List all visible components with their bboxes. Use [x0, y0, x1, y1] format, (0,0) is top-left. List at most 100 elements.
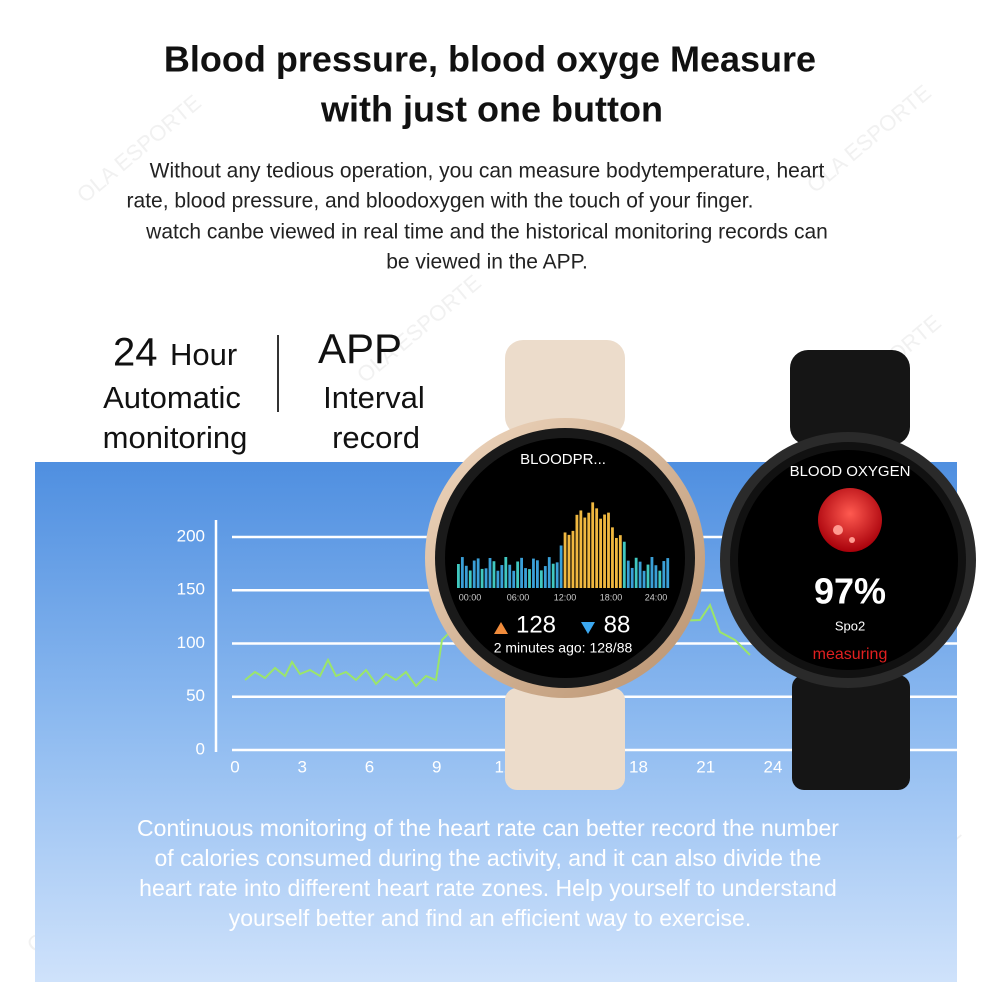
screen-bar [559, 545, 563, 588]
screen-bar [583, 517, 587, 588]
screen-bar [646, 564, 650, 588]
footer-text: yourself better and find an efficient wa… [229, 905, 751, 931]
screen-bar [484, 568, 488, 588]
title: with just one button [320, 89, 663, 130]
screen-bar [603, 514, 606, 588]
screen-bar [512, 570, 516, 588]
x-tick-label: 3 [298, 757, 307, 776]
screen-bar [571, 530, 575, 588]
feature-title: APP [318, 325, 402, 372]
screen-bar [555, 562, 559, 588]
screen-bar [666, 558, 670, 588]
y-tick-label: 200 [177, 526, 205, 545]
time-label: 24:00 [645, 592, 668, 602]
time-label: 12:00 [554, 592, 577, 602]
x-tick-label: 0 [230, 757, 239, 776]
description: rate, blood pressure, and bloodoxygen wi… [127, 190, 754, 213]
feature-line: Interval [323, 380, 425, 415]
screen-bar [524, 568, 527, 588]
screen-bar [460, 557, 464, 588]
screen-bar [472, 560, 476, 588]
black-watch [720, 350, 976, 790]
y-tick-label: 50 [186, 686, 205, 705]
feature-unit: Hour [170, 337, 237, 372]
screen-bar [654, 565, 658, 588]
screen-bar [532, 558, 535, 588]
screen-bar [567, 534, 571, 588]
time-label: 06:00 [507, 592, 530, 602]
screen-bar [599, 518, 602, 588]
feature-line: record [332, 420, 420, 455]
description: be viewed in the APP. [386, 251, 588, 274]
screen-bar [480, 568, 484, 588]
screen-bar [575, 514, 579, 588]
screen-bar [488, 557, 492, 588]
screen-bar [658, 570, 662, 588]
screen-bar [457, 564, 460, 588]
screen-bar [539, 570, 543, 588]
footer-text: of calories consumed during the activity… [155, 845, 822, 871]
screen-bar [464, 565, 468, 588]
screen-bar [618, 535, 622, 588]
screen-bar [520, 557, 523, 588]
x-tick-label: 9 [432, 757, 441, 776]
x-tick-label: 18 [629, 757, 648, 776]
description: Without any tedious operation, you can m… [150, 160, 825, 183]
screen-bar [638, 561, 642, 588]
x-tick-label: 21 [696, 757, 715, 776]
note: 2 minutes ago: 128/88 [494, 640, 633, 656]
feature-line: Automatic [103, 380, 241, 415]
screen-bar [508, 564, 512, 588]
systolic: 128 [516, 611, 556, 638]
screen-bar [468, 570, 472, 588]
screen-bar [528, 569, 531, 588]
time-label: 00:00 [459, 592, 482, 602]
screen-bar [607, 512, 610, 588]
rose-watch [425, 340, 705, 790]
screen-bar [622, 541, 626, 588]
screen-bar [500, 565, 504, 588]
screen-bar [587, 512, 591, 588]
screen-bar [615, 537, 618, 588]
footer-text: heart rate into different heart rate zon… [139, 875, 837, 901]
screen-bar [563, 532, 567, 588]
x-tick-label: 24 [764, 757, 783, 776]
screen-bar [547, 557, 551, 588]
screen-bar [476, 558, 480, 588]
feature-line: monitoring [103, 420, 248, 455]
screen-bar [516, 561, 520, 588]
screen-bar [650, 557, 654, 588]
spo2-reading: 97% [814, 571, 886, 612]
status: measuring [813, 646, 888, 663]
footer-text: Continuous monitoring of the heart rate … [137, 815, 839, 841]
screen-bar [579, 510, 583, 588]
time-label: 18:00 [600, 592, 623, 602]
screen-bar [536, 560, 539, 588]
screen-bar [504, 557, 508, 588]
watch-title: BLOODPR... [520, 451, 606, 468]
screen-bar [496, 570, 500, 588]
screen-bar [634, 557, 638, 588]
screen-bar [642, 570, 646, 588]
screen-bar [595, 508, 599, 588]
screen-bar [591, 502, 595, 588]
title: Blood pressure, blood oxyge Measure [164, 39, 816, 80]
screen-bar [492, 561, 496, 588]
description: watch canbe viewed in real time and the … [145, 221, 828, 244]
feature-number: 24 [113, 331, 158, 375]
y-tick-label: 100 [177, 633, 205, 652]
diastolic: 88 [604, 611, 631, 638]
screen-bar [662, 561, 666, 588]
spo2-label: Spo2 [835, 618, 865, 633]
y-tick-label: 0 [196, 739, 205, 758]
screen-bar [543, 566, 547, 588]
x-tick-label: 6 [365, 757, 374, 776]
screen-bar [611, 527, 614, 588]
y-tick-label: 150 [177, 580, 205, 599]
screen-bar [551, 563, 555, 588]
screen-bar [630, 567, 634, 588]
watch-title: BLOOD OXYGEN [790, 463, 911, 480]
screen-bar [626, 560, 630, 588]
